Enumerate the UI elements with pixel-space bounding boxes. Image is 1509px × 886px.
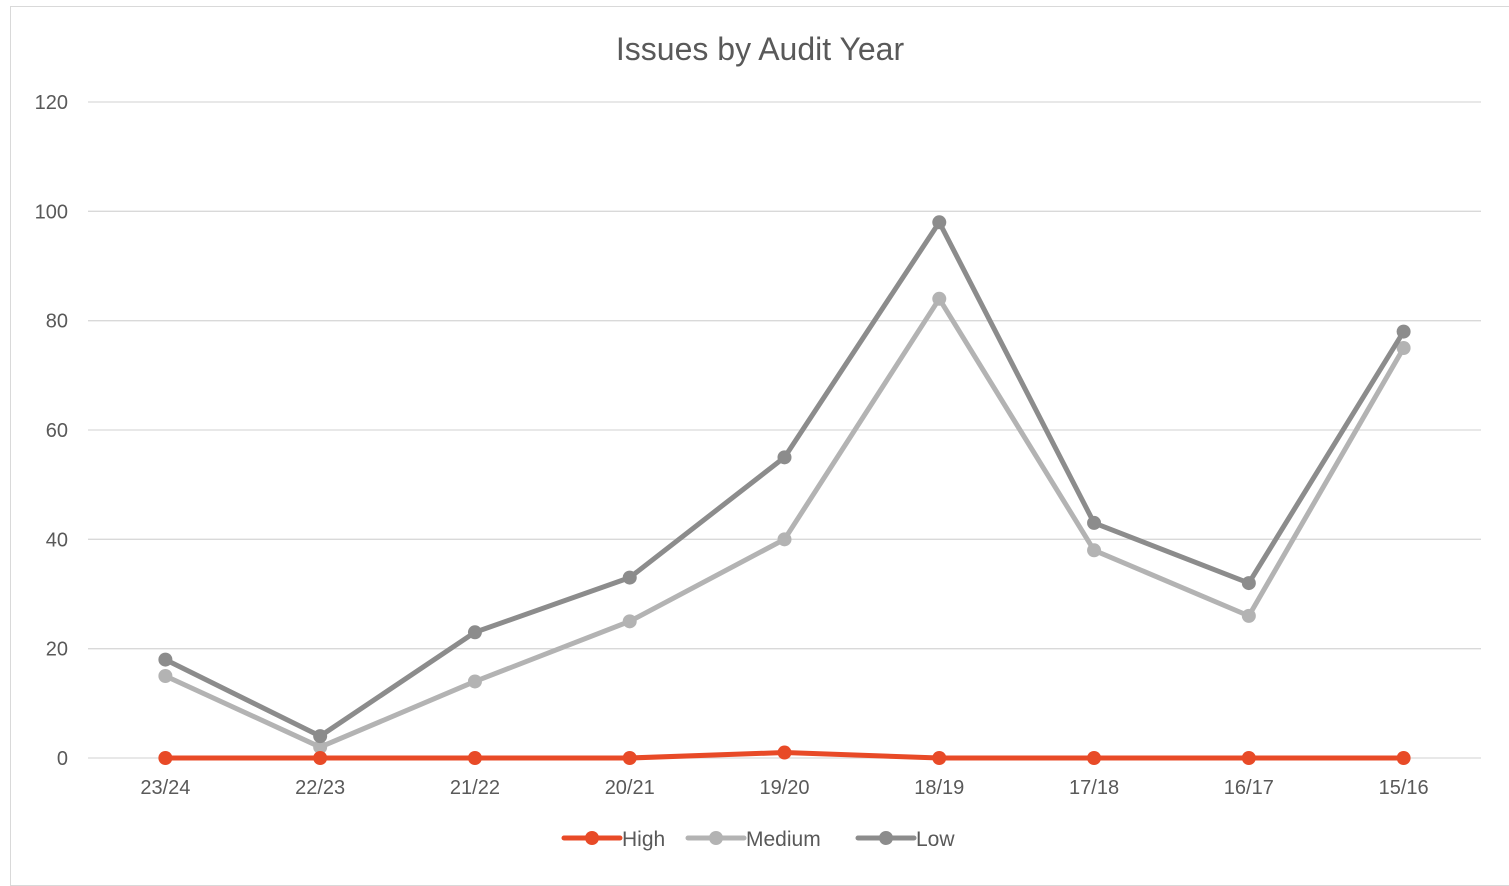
data-point-low (622, 570, 637, 585)
data-point-low (467, 625, 482, 640)
legend-label: Low (916, 828, 955, 851)
y-axis-ticks: 0 20 40 60 80 100 120 (35, 92, 68, 770)
x-tick-label: 17/18 (1069, 777, 1119, 799)
y-tick-label: 100 (35, 201, 68, 223)
data-point-high (467, 751, 482, 765)
x-tick-label: 22/23 (295, 777, 345, 799)
legend-swatch-marker (585, 831, 599, 845)
data-point-medium (1087, 543, 1102, 558)
x-tick-label: 19/20 (759, 777, 809, 799)
gridlines (88, 101, 1481, 759)
x-tick-label: 23/24 (140, 777, 190, 799)
legend-swatch-marker (879, 831, 893, 845)
data-point-medium (313, 740, 328, 755)
data-point-low (1241, 576, 1256, 591)
x-tick-label: 21/22 (450, 777, 500, 799)
data-point-medium (1396, 341, 1411, 355)
data-point-low (1396, 324, 1411, 339)
chart-title: Issues by Audit Year (616, 31, 905, 67)
x-tick-label: 16/17 (1224, 777, 1274, 799)
data-point-medium (777, 532, 792, 547)
y-tick-label: 120 (35, 92, 68, 114)
data-point-low (1087, 515, 1102, 530)
legend-item-low: Low (855, 828, 955, 851)
series-high (158, 745, 1411, 765)
data-point-high (777, 745, 792, 760)
y-tick-label: 40 (46, 529, 68, 551)
data-point-high (622, 751, 637, 765)
data-point-high (313, 751, 328, 765)
series-line-medium (162, 296, 1407, 750)
y-tick-label: 60 (46, 420, 68, 442)
series-medium (158, 291, 1411, 755)
legend: High Medium Low (561, 828, 955, 851)
data-point-high (932, 751, 947, 765)
data-point-medium (158, 669, 173, 683)
x-tick-label: 15/16 (1379, 777, 1429, 799)
data-point-medium (622, 614, 637, 629)
data-point-low (932, 215, 947, 230)
series-line-low (162, 219, 1407, 739)
data-point-high (158, 751, 173, 765)
x-tick-label: 20/21 (605, 777, 655, 799)
data-point-high (1087, 751, 1102, 765)
data-point-low (313, 729, 328, 744)
y-tick-label: 0 (57, 748, 68, 770)
legend-label: High (622, 828, 665, 851)
legend-item-medium: Medium (685, 828, 821, 851)
data-point-low (158, 652, 173, 667)
data-point-medium (932, 291, 947, 306)
x-tick-label: 18/19 (914, 777, 964, 799)
y-tick-label: 20 (46, 639, 68, 661)
x-axis-ticks: 23/24 22/23 21/22 20/21 19/20 18/19 17/18 16/17… (140, 777, 1428, 799)
chart-frame (10, 6, 1509, 886)
data-point-medium (467, 674, 482, 689)
series-lines (158, 215, 1411, 765)
legend-item-high: High (561, 828, 665, 851)
data-point-low (777, 450, 792, 465)
y-tick-label: 80 (46, 311, 68, 333)
data-point-medium (1241, 608, 1256, 623)
data-point-high (1241, 751, 1256, 765)
series-low (158, 215, 1411, 744)
legend-label: Medium (746, 828, 821, 851)
data-point-high (1396, 751, 1411, 765)
legend-swatch-marker (709, 831, 723, 845)
